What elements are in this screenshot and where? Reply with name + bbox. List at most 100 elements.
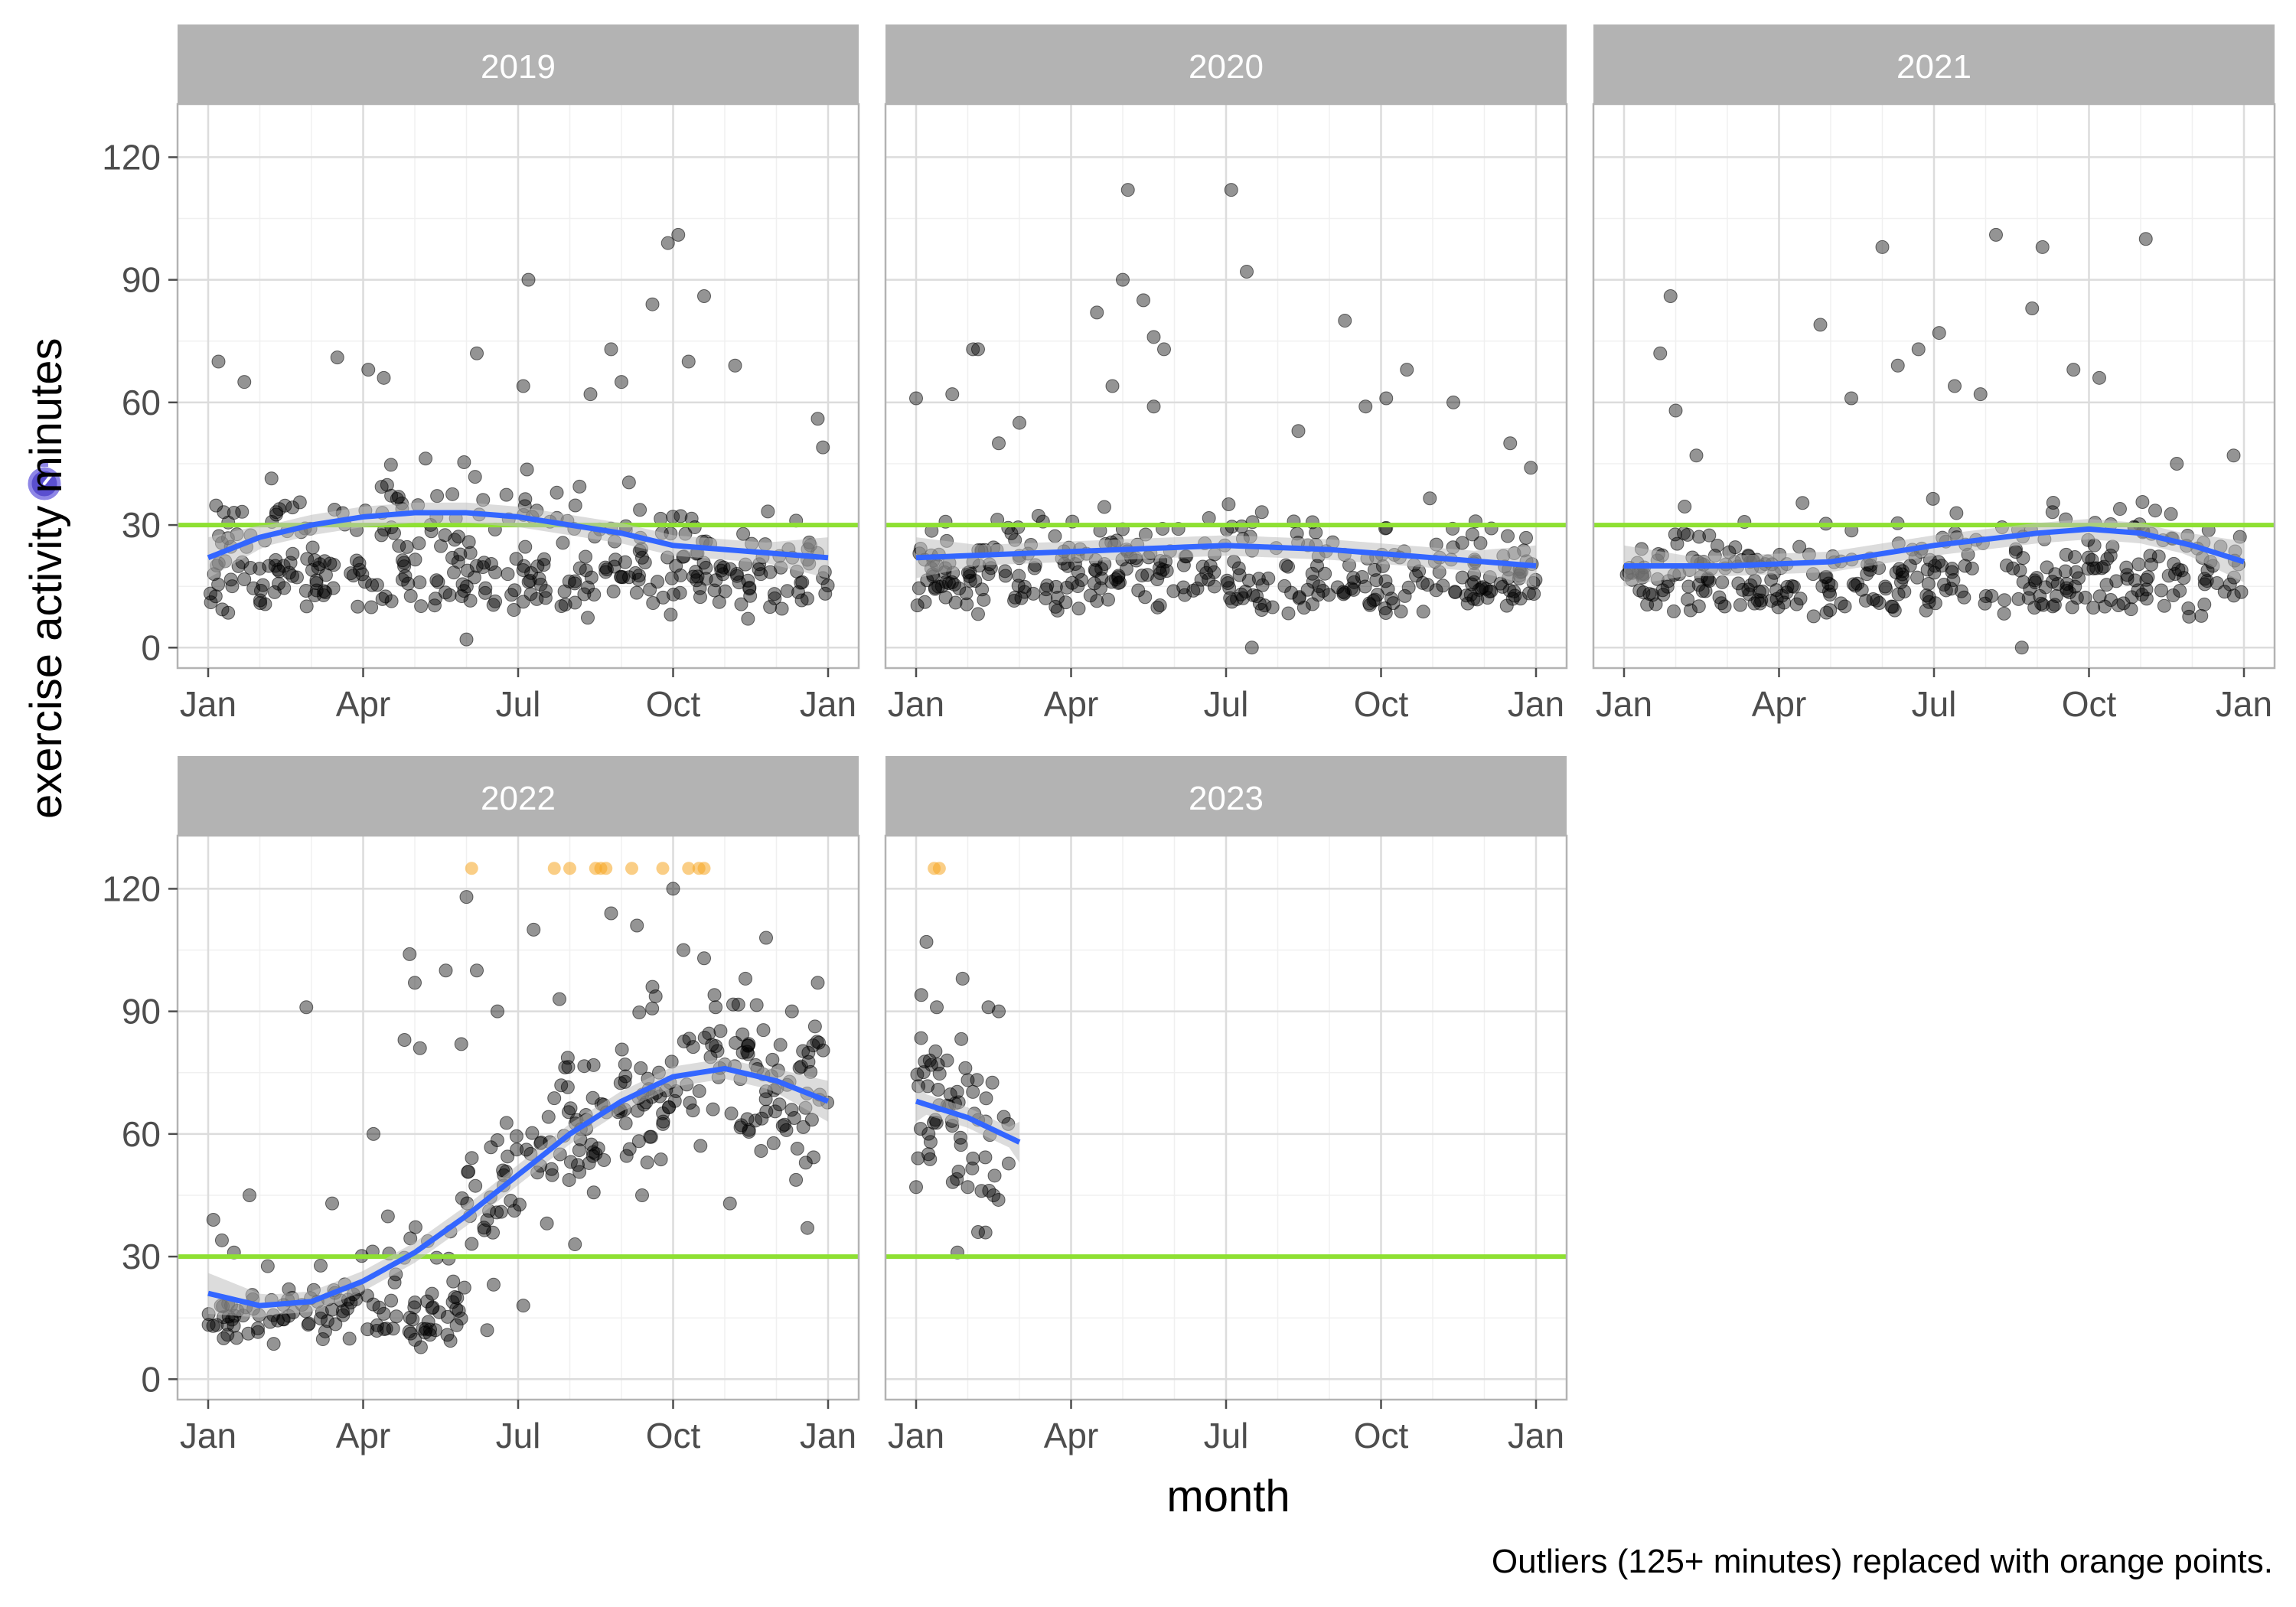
data-point: [547, 1091, 562, 1106]
data-point: [728, 358, 742, 373]
data-point: [477, 556, 491, 570]
data-point: [948, 595, 963, 610]
data-point: [237, 572, 252, 587]
data-point: [484, 557, 498, 572]
x-tick-label: Oct: [646, 1416, 701, 1455]
data-point: [1300, 582, 1315, 597]
data-point: [315, 1332, 330, 1347]
data-point: [325, 1196, 339, 1211]
data-point: [2112, 502, 2127, 517]
data-point: [1860, 567, 1874, 582]
data-point: [1777, 595, 1792, 610]
data-point: [1484, 584, 1499, 598]
data-point: [759, 931, 773, 945]
data-point: [1884, 599, 1899, 614]
y-tick-label: 90: [122, 260, 161, 300]
data-point: [921, 1147, 936, 1162]
data-point: [1207, 565, 1221, 579]
data-point: [414, 599, 429, 614]
data-point: [1338, 585, 1352, 600]
data-point: [351, 599, 365, 614]
data-point: [966, 1084, 980, 1099]
data-point: [2023, 582, 2037, 596]
data-point: [1088, 563, 1103, 578]
data-point: [1958, 559, 1972, 573]
data-point: [979, 1091, 993, 1106]
data-point: [683, 1095, 697, 1110]
data-point: [357, 575, 372, 589]
data-point: [654, 1152, 668, 1167]
data-point: [440, 1309, 455, 1324]
data-point: [449, 1318, 464, 1332]
data-point: [1367, 562, 1381, 577]
data-point: [272, 576, 286, 591]
data-point: [1505, 592, 1520, 606]
data-point: [501, 567, 515, 582]
data-point: [677, 1034, 691, 1048]
data-point: [530, 559, 545, 574]
data-point: [930, 1000, 944, 1015]
data-point: [810, 1035, 824, 1049]
data-point: [1518, 530, 1533, 545]
y-tick-label: 60: [122, 1114, 161, 1154]
data-point: [1001, 1156, 1016, 1171]
data-point: [567, 576, 582, 591]
data-point: [360, 1322, 375, 1337]
data-point: [439, 963, 453, 978]
data-points: [909, 934, 1016, 1260]
data-point: [341, 1302, 355, 1316]
data-point: [775, 601, 789, 616]
data-point: [453, 547, 468, 562]
data-point: [243, 561, 258, 575]
data-point: [1338, 314, 1352, 328]
data-point: [1370, 588, 1384, 602]
y-tick-label: 120: [102, 869, 161, 908]
data-point: [518, 492, 533, 507]
data-point: [454, 1037, 468, 1051]
data-point: [579, 549, 593, 564]
smooth-trend-line: [207, 1065, 830, 1309]
data-point: [2234, 585, 2249, 599]
data-point: [299, 1000, 314, 1015]
data-point: [1851, 576, 1865, 591]
data-point: [597, 1152, 612, 1167]
outlier-point: [932, 862, 946, 875]
data-point: [1146, 399, 1161, 414]
data-point: [910, 1068, 925, 1082]
data-point: [201, 1318, 216, 1332]
data-point: [1090, 594, 1104, 608]
data-point: [787, 1110, 801, 1125]
data-point: [977, 592, 991, 607]
data-point: [1922, 595, 1936, 609]
data-point: [2174, 563, 2189, 578]
data-point: [1998, 593, 2012, 608]
data-point: [1026, 586, 1041, 601]
data-point: [713, 559, 728, 573]
data-point: [775, 1119, 790, 1133]
x-tick-label: Jul: [1912, 684, 1957, 724]
data-point: [1153, 566, 1167, 581]
facet-strip: [178, 24, 859, 104]
data-point: [629, 585, 644, 600]
data-point: [442, 588, 457, 602]
data-point: [2197, 572, 2212, 586]
data-point: [2047, 598, 2062, 612]
outlier-point: [697, 862, 711, 875]
x-tick-label: Jan: [2216, 684, 2272, 724]
data-point: [568, 595, 582, 610]
data-point: [2040, 560, 2054, 575]
x-tick-label: Jul: [1204, 684, 1249, 724]
data-point: [754, 567, 768, 582]
data-point: [1926, 491, 1940, 506]
data-point: [1346, 571, 1361, 585]
data-point: [801, 1221, 814, 1235]
data-point: [395, 572, 409, 587]
outlier-point: [682, 862, 696, 875]
data-point: [572, 561, 587, 575]
x-tick-label: Jan: [888, 1416, 944, 1455]
data-point: [1448, 585, 1463, 599]
y-tick-label: 120: [102, 137, 161, 177]
x-tick-label: Jul: [496, 684, 541, 724]
data-point: [742, 1037, 756, 1051]
data-point: [1467, 575, 1481, 589]
